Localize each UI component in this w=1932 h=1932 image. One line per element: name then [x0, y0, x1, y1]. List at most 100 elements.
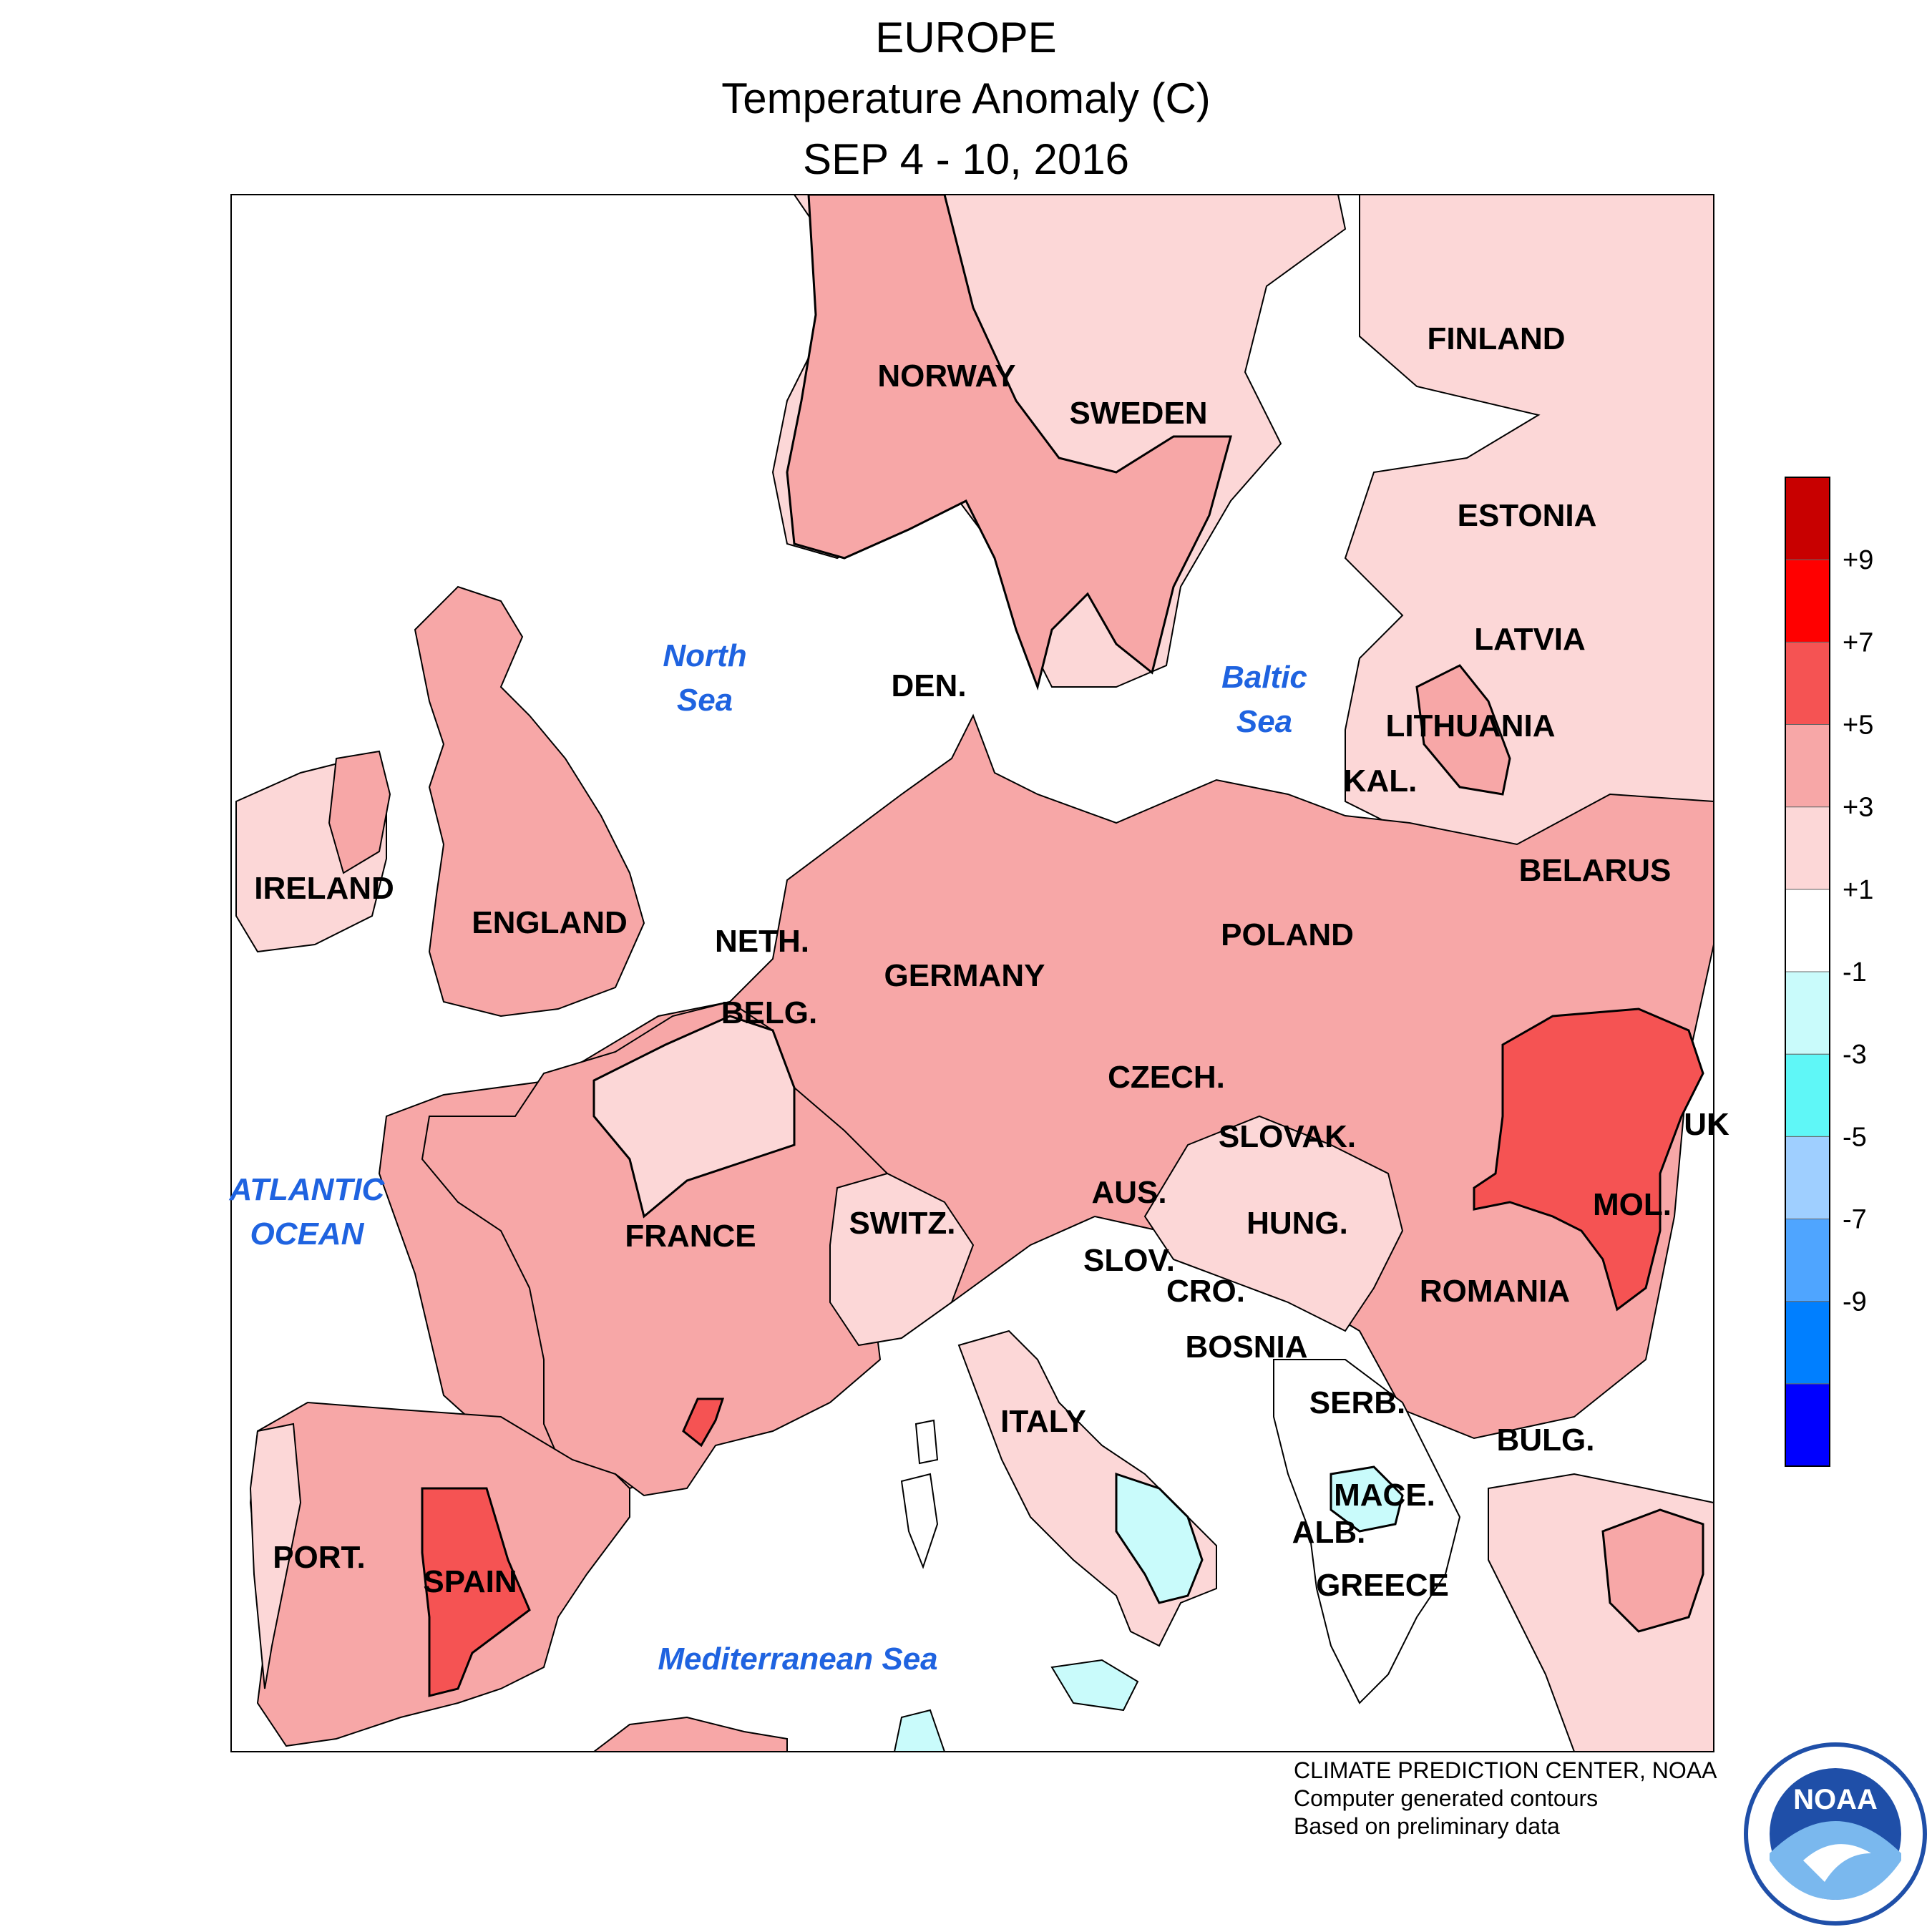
- legend-swatch: [1785, 1301, 1830, 1385]
- label-kaliningrad: KAL.: [1344, 763, 1418, 799]
- label-latvia: LATVIA: [1474, 622, 1586, 657]
- label-switzerland: SWITZ.: [849, 1206, 955, 1241]
- legend-swatch: [1785, 1053, 1830, 1137]
- land-north-africa: [592, 1716, 788, 1752]
- label-sweden: SWEDEN: [1069, 396, 1207, 431]
- label-ireland: IRELAND: [254, 871, 394, 906]
- credit-line-1: CLIMATE PREDICTION CENTER, NOAA: [1294, 1757, 1717, 1783]
- credit-line-2: Computer generated contours: [1294, 1785, 1599, 1811]
- legend-swatch: [1785, 971, 1830, 1055]
- label-netherlands: NETH.: [715, 924, 809, 959]
- label-italy: ITALY: [1000, 1404, 1086, 1439]
- label-croatia: CRO.: [1166, 1274, 1245, 1309]
- map-subtitle: Temperature Anomaly (C): [721, 74, 1211, 122]
- legend-swatch: [1785, 889, 1830, 972]
- label-greece: GREECE: [1316, 1568, 1449, 1603]
- north-africa-cool-spot: [893, 1709, 946, 1752]
- legend-swatch: [1785, 641, 1830, 725]
- lithuania-warm-blob: [1415, 664, 1511, 796]
- label-belgium: BELG.: [721, 995, 817, 1030]
- label-north-sea-line1: North: [663, 638, 746, 673]
- macedonia-cool-region: [1330, 1465, 1404, 1533]
- legend-label: +5: [1843, 711, 1873, 741]
- label-portugal: PORT.: [273, 1540, 366, 1575]
- label-hungary: HUNG.: [1246, 1206, 1348, 1241]
- label-belarus: BELARUS: [1519, 853, 1672, 888]
- label-romania: ROMANIA: [1420, 1274, 1570, 1309]
- moldova-ukraine-hot-region: [1473, 1008, 1704, 1312]
- legend-label: +3: [1843, 793, 1873, 823]
- map-title: EUROPE: [875, 14, 1057, 62]
- label-spain: SPAIN: [423, 1564, 517, 1599]
- label-england: ENGLAND: [472, 905, 628, 940]
- label-france: FRANCE: [625, 1219, 756, 1254]
- land-sardinia: [900, 1473, 939, 1569]
- land-balkans-greece: [1273, 1359, 1461, 1704]
- legend-swatch: [1785, 806, 1830, 890]
- turkey-warm-region: [1601, 1508, 1704, 1633]
- label-lithuania: LITHUANIA: [1385, 708, 1555, 743]
- logo-bird-icon: [1803, 1844, 1871, 1882]
- legend-label: -9: [1843, 1287, 1867, 1317]
- legend-color-bar: [1785, 477, 1830, 1467]
- label-estonia: ESTONIA: [1458, 498, 1597, 533]
- legend-label: -5: [1843, 1122, 1867, 1152]
- label-czech: CZECH.: [1108, 1060, 1225, 1095]
- label-slovakia: SLOVAK.: [1219, 1119, 1356, 1154]
- map-body: [231, 195, 1714, 1752]
- water-labels: North Sea Baltic Sea ATLANTIC OCEAN Medi…: [229, 638, 1307, 1677]
- label-atlantic-line1: ATLANTIC: [229, 1172, 386, 1207]
- legend-frame: [1785, 477, 1830, 1467]
- northern-ireland-warm-region: [328, 750, 391, 874]
- northern-france-light-region: [592, 1015, 796, 1219]
- legend-label: +7: [1843, 628, 1873, 658]
- label-atlantic-line2: OCEAN: [250, 1216, 365, 1252]
- map-frame: [230, 194, 1714, 1752]
- portugal-light-region: [249, 1423, 302, 1689]
- east-central-light-region: [1143, 1115, 1404, 1332]
- label-slovenia: SLOV.: [1083, 1243, 1175, 1278]
- label-austria: AUS.: [1091, 1175, 1166, 1210]
- logo-text: NOAA: [1793, 1784, 1878, 1815]
- legend-swatch: [1785, 724, 1830, 808]
- legend-swatch: [1785, 559, 1830, 643]
- legend-swatch: [1785, 1219, 1830, 1302]
- legend-swatch: [1785, 1383, 1830, 1467]
- credit-line-3: Based on preliminary data: [1294, 1813, 1560, 1839]
- legend-swatch: [1785, 477, 1830, 560]
- legend-label: +9: [1843, 545, 1873, 575]
- sicily-cool-region: [1050, 1659, 1139, 1712]
- norway-warm-region: [786, 195, 1232, 691]
- label-macedonia: MACE.: [1334, 1478, 1435, 1513]
- label-norway: NORWAY: [877, 358, 1015, 394]
- map-date-range: SEP 4 - 10, 2016: [803, 135, 1129, 183]
- label-denmark: DEN.: [891, 668, 966, 703]
- label-baltic-sea-line2: Sea: [1236, 704, 1292, 739]
- label-germany: GERMANY: [884, 958, 1045, 993]
- label-poland: POLAND: [1221, 917, 1354, 952]
- legend-label: -1: [1843, 957, 1867, 987]
- legend-label: -3: [1843, 1040, 1867, 1070]
- label-serbia: SERB.: [1309, 1385, 1405, 1420]
- legend-swatch: [1785, 1136, 1830, 1220]
- legend-label: +1: [1843, 875, 1873, 905]
- country-labels: FINLAND NORWAY SWEDEN ESTONIA LATVIA DEN…: [254, 321, 1729, 1603]
- label-mediterranean-sea: Mediterranean Sea: [658, 1641, 937, 1677]
- label-albania: ALB.: [1292, 1515, 1366, 1550]
- land-corsica: [914, 1419, 939, 1465]
- alps-light-region: [829, 1172, 975, 1347]
- land-great-britain: [414, 585, 645, 1018]
- label-bulgaria: BULG.: [1497, 1423, 1595, 1458]
- label-baltic-sea-line1: Baltic: [1221, 660, 1307, 695]
- legend-label: -7: [1843, 1205, 1867, 1235]
- label-finland: FINLAND: [1427, 321, 1565, 356]
- central-spain-hot-region: [421, 1487, 531, 1697]
- label-uk: UK: [1684, 1107, 1729, 1142]
- label-north-sea-line2: Sea: [677, 683, 733, 718]
- legend-labels: +9 +7 +5 +3 +1 -1 -3 -5 -7 -9: [1843, 545, 1873, 1317]
- southern-france-red-spot: [682, 1397, 725, 1448]
- label-moldova: MOL.: [1593, 1187, 1672, 1222]
- noaa-logo: NOAA: [1744, 1742, 1927, 1926]
- label-bosnia: BOSNIA: [1185, 1330, 1307, 1365]
